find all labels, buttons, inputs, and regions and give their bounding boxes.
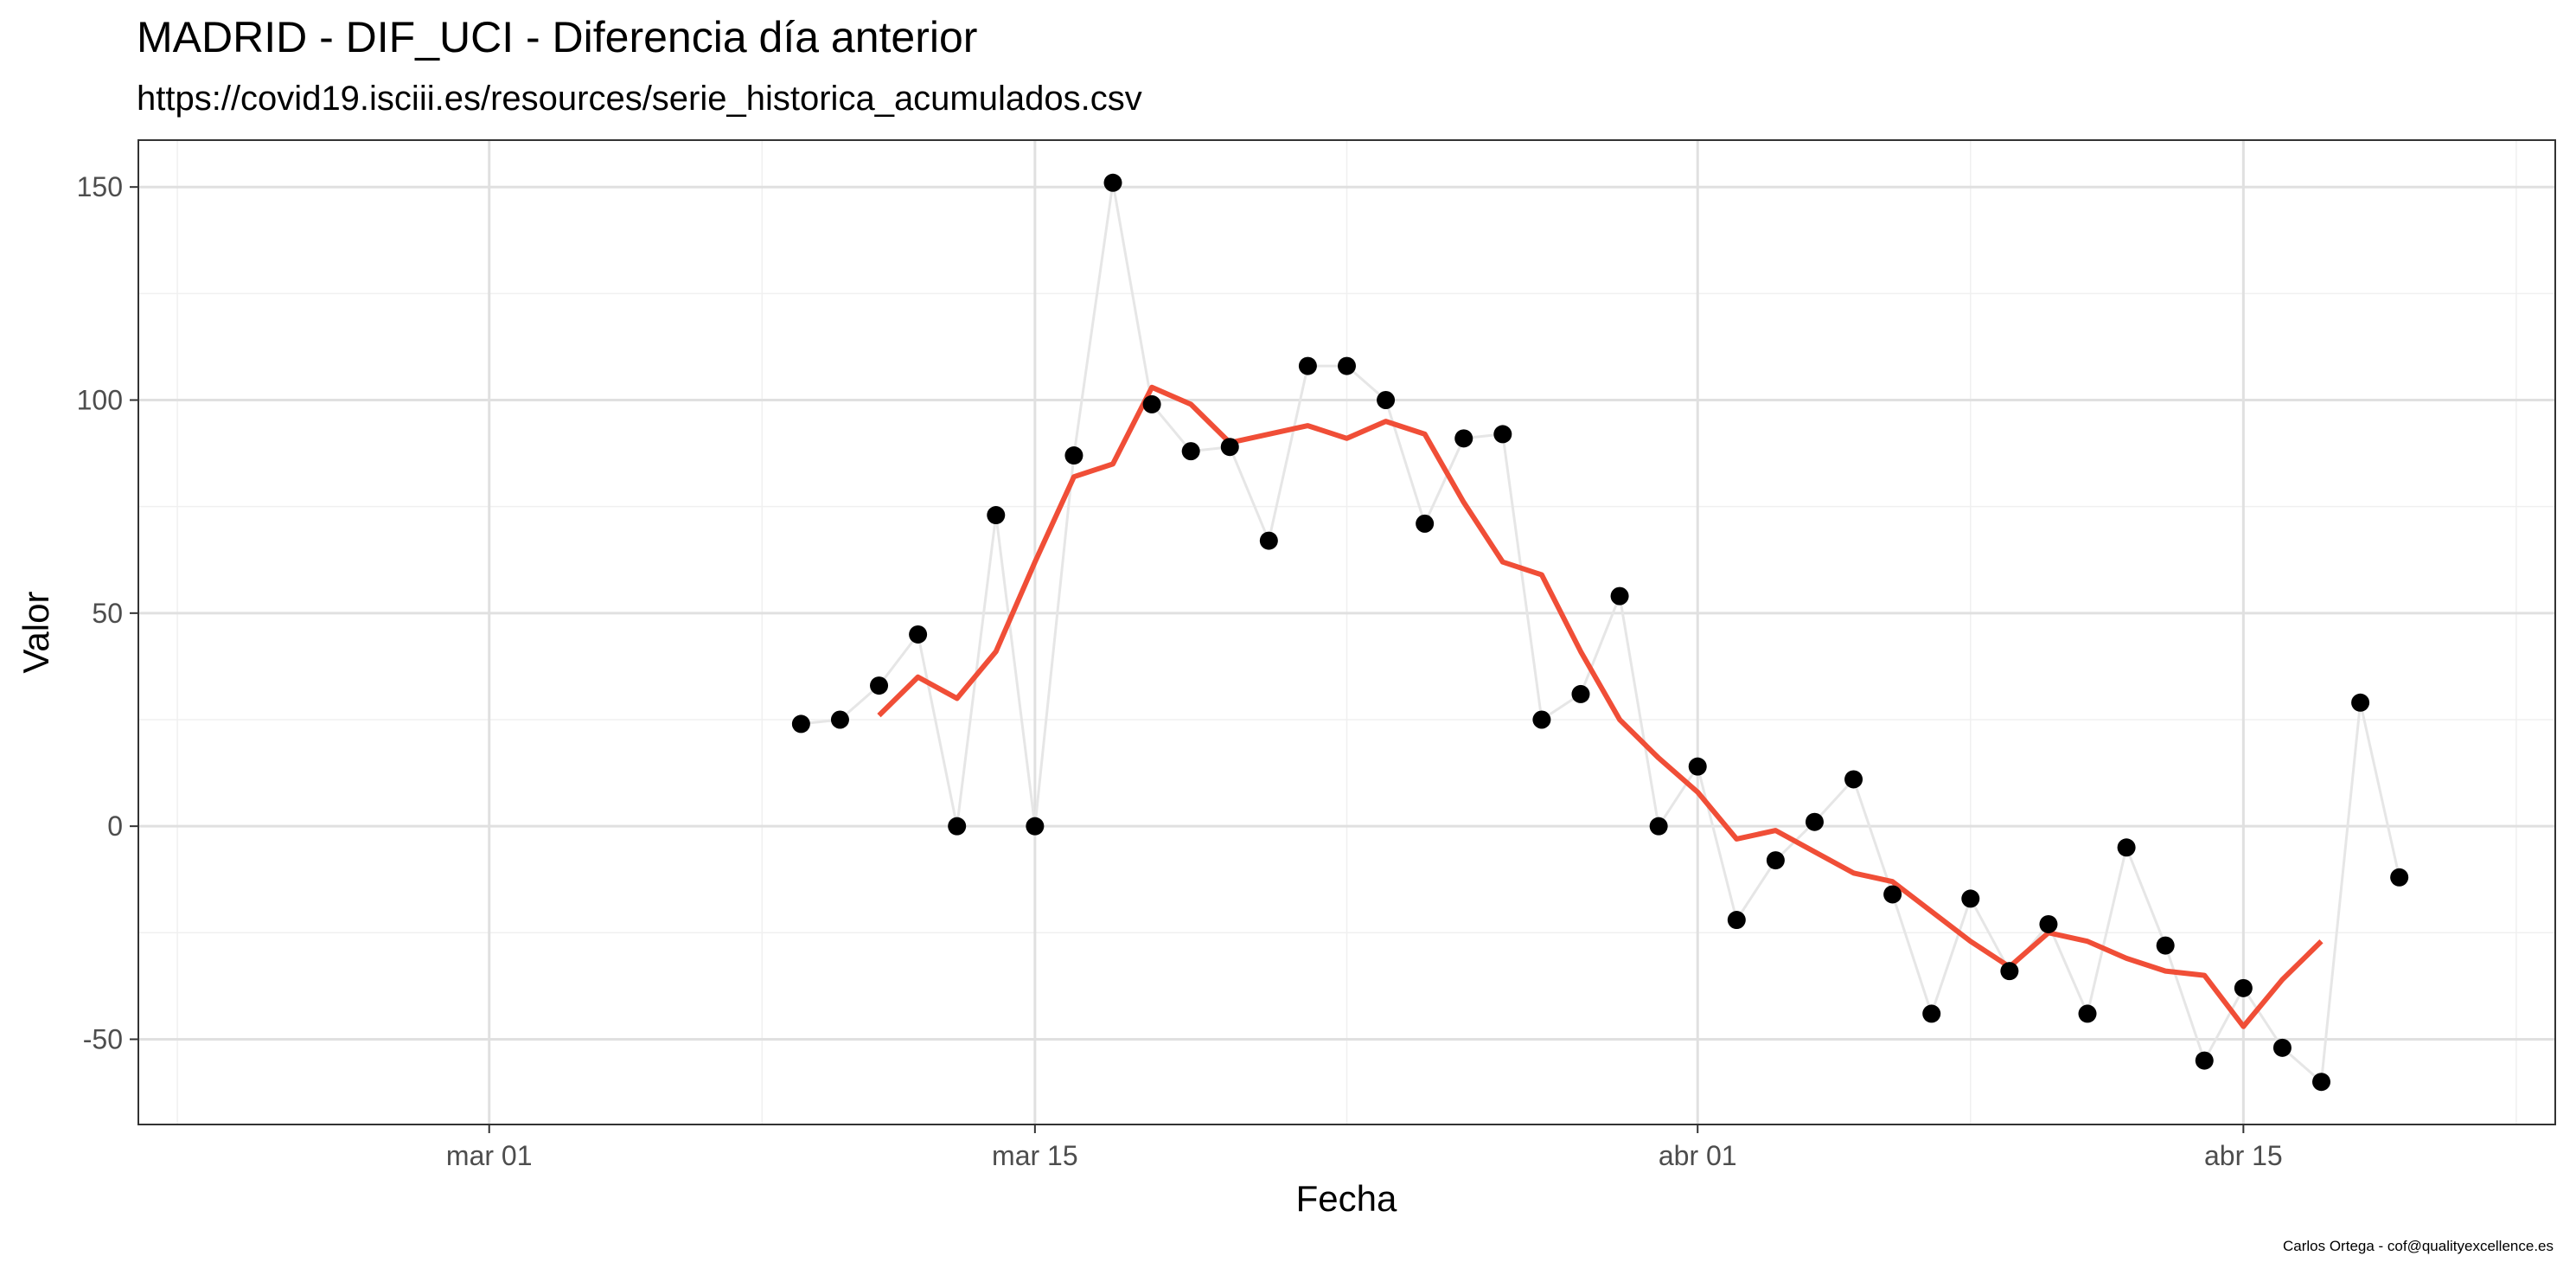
data-point xyxy=(1103,173,1122,192)
x-tick-label: mar 15 xyxy=(992,1140,1078,1171)
data-point xyxy=(1298,356,1317,375)
data-point xyxy=(1454,429,1473,448)
data-point xyxy=(1727,911,1746,930)
x-tick-label: abr 01 xyxy=(1659,1140,1737,1171)
x-tick-label: abr 15 xyxy=(2204,1140,2283,1171)
data-point xyxy=(1766,851,1785,870)
y-axis-title: Valor xyxy=(16,592,56,674)
data-point xyxy=(1377,391,1396,410)
data-point xyxy=(1844,770,1863,789)
raw-series-line xyxy=(801,181,2401,1084)
data-point xyxy=(791,714,810,734)
data-point xyxy=(1571,684,1590,703)
data-point xyxy=(1610,586,1629,605)
data-point xyxy=(2039,914,2058,933)
x-axis-title: Fecha xyxy=(1296,1178,1397,1219)
data-point xyxy=(909,625,928,644)
major-gridlines xyxy=(138,140,2555,1124)
data-point xyxy=(2390,868,2409,887)
data-point xyxy=(1688,757,1707,776)
data-point xyxy=(2234,978,2253,997)
smoothed-line-path xyxy=(877,384,2324,1029)
data-point xyxy=(1181,442,1200,461)
data-point xyxy=(1493,425,1512,444)
y-tick-label: 0 xyxy=(107,810,123,842)
panel-border xyxy=(137,139,2556,1125)
chart-title: MADRID - DIF_UCI - Diferencia día anteri… xyxy=(137,13,977,61)
chart-caption: Carlos Ortega - cof@qualityexcellence.es xyxy=(2283,1238,2554,1254)
data-point xyxy=(870,676,889,695)
data-point xyxy=(1883,885,1902,904)
data-point xyxy=(1649,817,1668,836)
data-point xyxy=(1259,531,1278,550)
data-point xyxy=(948,817,967,836)
data-point xyxy=(2195,1051,2214,1070)
data-point xyxy=(1922,1004,1941,1023)
data-point xyxy=(2156,936,2175,955)
y-axis: -50 0 50 100 150 xyxy=(77,171,138,1054)
data-point xyxy=(1961,889,1980,908)
data-point xyxy=(2351,693,2370,712)
data-point xyxy=(1220,438,1239,457)
data-point xyxy=(2078,1004,2097,1023)
x-tick-label: mar 01 xyxy=(446,1140,533,1171)
raw-line-path xyxy=(801,181,2401,1084)
data-point xyxy=(830,710,849,729)
data-point xyxy=(2117,838,2136,857)
smoothed-series-line xyxy=(877,384,2324,1029)
data-point xyxy=(2312,1073,2331,1092)
data-point xyxy=(1416,514,1435,533)
data-point xyxy=(1026,817,1045,836)
data-point xyxy=(1805,812,1824,831)
x-axis: mar 01 mar 15 abr 01 abr 15 xyxy=(446,1124,2283,1171)
data-point xyxy=(1532,710,1551,729)
data-point xyxy=(2272,1038,2292,1057)
y-tick-label: 150 xyxy=(77,171,123,202)
data-point xyxy=(1338,356,1356,375)
y-tick-label: 100 xyxy=(77,385,123,416)
y-tick-label: -50 xyxy=(83,1023,123,1054)
minor-gridlines xyxy=(138,140,2555,1124)
data-points xyxy=(791,173,2409,1092)
data-point xyxy=(1064,446,1083,465)
chart-subtitle: https://covid19.isciii.es/resources/seri… xyxy=(137,80,1142,118)
data-point xyxy=(2000,962,2019,981)
y-tick-label: 50 xyxy=(92,598,123,629)
data-point xyxy=(987,506,1006,525)
data-point xyxy=(1142,394,1161,413)
